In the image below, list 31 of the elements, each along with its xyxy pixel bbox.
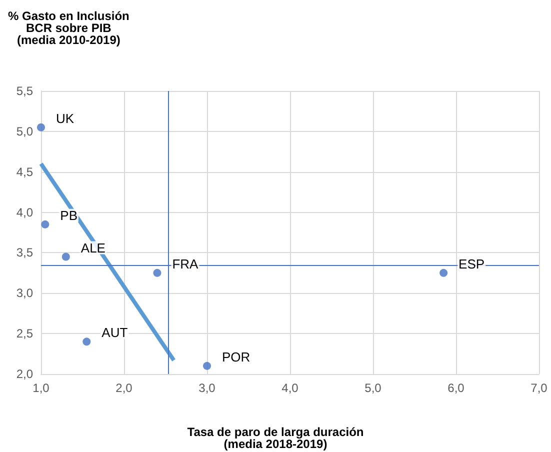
x-tick-label: 7,0 [530,381,548,395]
annotation: ALE [80,240,106,256]
point [37,123,45,132]
x-tick-label: 3,0 [198,381,216,395]
y-tick-label: 2,0 [16,367,34,381]
y-tick-label: 4,0 [16,205,34,220]
x-tick-label: 4,0 [282,381,299,395]
point [62,252,70,261]
y-tick-label: 5,0 [16,124,34,138]
point [440,268,448,277]
x-tick-label: 5,0 [364,381,382,395]
point [153,268,162,277]
x-tick-label: 2,0 [116,381,133,395]
point [41,220,50,228]
annotation: ESP [458,256,485,272]
y-tick-label: 3,5 [16,246,34,260]
annotation: UK [56,110,74,126]
point [203,362,211,370]
y-tick-label: 3,0 [16,286,34,300]
x-axis-title: Tasa de paro de larga duración (media 2018-2019) [187,425,364,451]
x-tick-label: 6,0 [448,381,465,395]
annotation: AUT [102,325,128,340]
annotation: POR [222,349,250,364]
point [82,338,91,346]
y-tick-label: 5,5 [16,84,34,98]
y-tick-label: 4,5 [16,164,34,179]
x-tick-label: 1,0 [32,381,50,395]
y-tick-label: 2,5 [16,326,34,341]
annotation: FRA [172,256,199,272]
y-axis-title: % Gasto en Inclusión BCR sobre PIB (media 2010-2019) [8,9,130,47]
annotation: PB [60,208,78,223]
